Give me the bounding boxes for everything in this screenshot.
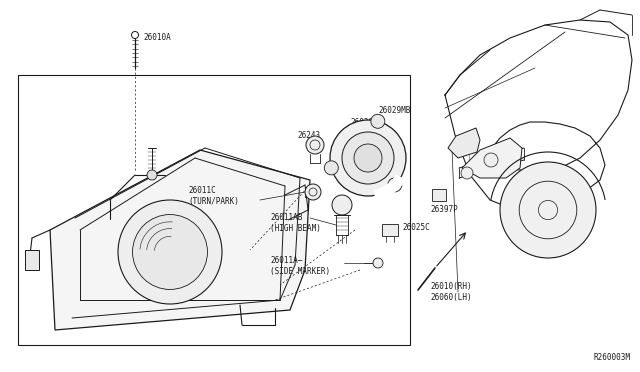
Text: 26010(RH)
26060(LH): 26010(RH) 26060(LH): [430, 282, 472, 302]
Bar: [432, 189, 446, 201]
Circle shape: [500, 162, 596, 258]
Circle shape: [354, 144, 382, 172]
Text: 26011A—
(SIDE MARKER): 26011A— (SIDE MARKER): [270, 256, 330, 276]
Circle shape: [324, 161, 339, 175]
Text: 26011C
(TURN/PARK): 26011C (TURN/PARK): [188, 186, 239, 206]
Circle shape: [306, 136, 324, 154]
Circle shape: [332, 195, 352, 215]
Circle shape: [118, 200, 222, 304]
Polygon shape: [448, 128, 480, 158]
Circle shape: [330, 120, 406, 196]
Bar: [18, 75, 410, 345]
Polygon shape: [50, 150, 310, 330]
Bar: [25, 250, 39, 270]
Text: 26025C: 26025C: [402, 224, 429, 232]
Text: 26397P: 26397P: [430, 205, 458, 214]
Circle shape: [484, 153, 498, 167]
Polygon shape: [462, 138, 522, 178]
Circle shape: [371, 114, 385, 128]
Text: 26010A: 26010A: [143, 33, 171, 42]
Circle shape: [461, 167, 473, 179]
Circle shape: [305, 184, 321, 200]
Text: 26029MB: 26029MB: [378, 106, 410, 115]
Bar: [382, 224, 398, 236]
Circle shape: [388, 178, 402, 192]
Text: 26029MA: 26029MA: [350, 118, 382, 127]
Text: 26011AB
(HIGH BEAM): 26011AB (HIGH BEAM): [270, 213, 321, 233]
Text: R260003M: R260003M: [593, 353, 630, 362]
Circle shape: [373, 258, 383, 268]
Text: 26243: 26243: [297, 131, 320, 140]
Circle shape: [132, 215, 207, 289]
Circle shape: [147, 170, 157, 180]
Circle shape: [342, 132, 394, 184]
